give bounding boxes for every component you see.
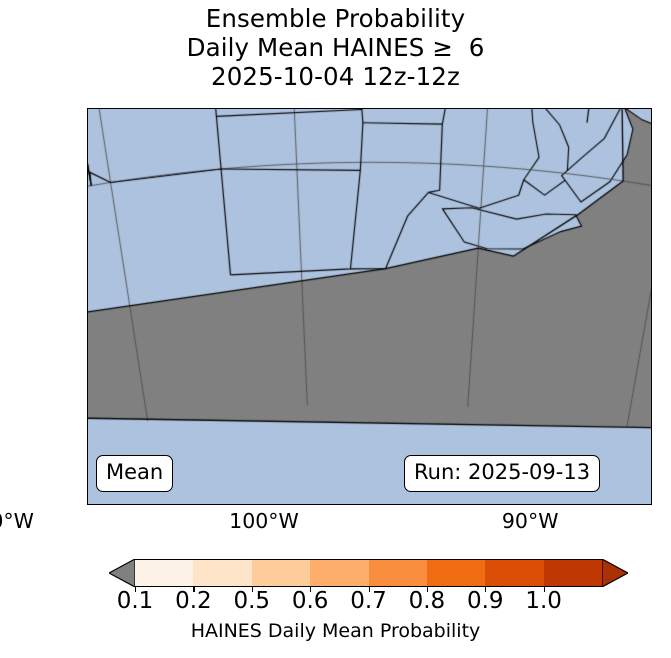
colorbar-tick-1.0: 1.0 (525, 588, 562, 614)
colorbar-tick-mark-0.7 (368, 587, 370, 592)
map-panel[interactable] (87, 108, 652, 505)
colorbar-segment-0.5 (251, 559, 311, 587)
colorbar-under-arrow-icon (107, 557, 136, 589)
colorbar-segment-1 (543, 559, 603, 587)
colorbar-tick-mark-0.8 (426, 587, 429, 592)
lon-tick-label-100: 100°W (229, 509, 299, 533)
colorbar-segment-0.7 (368, 559, 428, 587)
colorbar-tick-mark-0.9 (485, 587, 487, 592)
colorbar[interactable]: 0.1 0.2 0.5 0.6 0.7 0.8 0.9 1.0 HAINES Daily Me… (0, 552, 671, 658)
colorbar-segment-0.9 (485, 559, 545, 587)
title-line-1: Ensemble Probability (205, 4, 466, 33)
colorbar-tick-0.2: 0.2 (175, 588, 212, 614)
colorbar-tick-mark-0.1 (135, 587, 137, 592)
colorbar-tick-mark-0.2 (193, 587, 195, 592)
chart-title: Ensemble Probability Daily Mean HAINES ≥… (0, 4, 671, 91)
lon-tick-label-90: 90°W (501, 509, 559, 533)
colorbar-tick-mark-0.5 (251, 587, 253, 592)
colorbar-segment-0.2 (193, 559, 253, 587)
title-line-3: 2025-10-04 12z-12z (211, 62, 460, 91)
colorbar-segment-0.1 (135, 559, 194, 587)
colorbar-axis-label: HAINES Daily Mean Probability (190, 620, 481, 642)
colorbar-segment-0.8 (426, 559, 486, 587)
member-label: Mean (106, 460, 164, 484)
colorbar-tick-mark-0.6 (310, 587, 312, 592)
colorbar-tick-0.7: 0.7 (350, 588, 387, 614)
colorbar-segment-0.6 (310, 559, 369, 587)
colorbar-gradient[interactable] (107, 557, 630, 589)
colorbar-tick-0.9: 0.9 (466, 588, 504, 614)
run-label: Run: 2025-09-13 (414, 460, 591, 484)
colorbar-tick-0.6: 0.6 (291, 588, 329, 614)
colorbar-tick-labels: 0.1 0.2 0.5 0.6 0.7 0.8 0.9 1.0 (0, 588, 671, 618)
lon-tick-label-110: 110°W (0, 509, 34, 533)
colorbar-tick-mark-1.0 (543, 587, 545, 592)
run-label-box: Run: 2025-09-13 (404, 455, 601, 492)
member-label-box: Mean (96, 455, 174, 492)
colorbar-over-arrow-icon (601, 557, 630, 589)
title-line-2: Daily Mean HAINES ≥ 6 (186, 33, 485, 62)
colorbar-tick-0.5: 0.5 (233, 588, 271, 614)
probability-heatmap-canvas[interactable] (88, 109, 651, 504)
colorbar-tick-0.8: 0.8 (408, 588, 446, 614)
colorbar-tick-0.1: 0.1 (116, 588, 154, 614)
